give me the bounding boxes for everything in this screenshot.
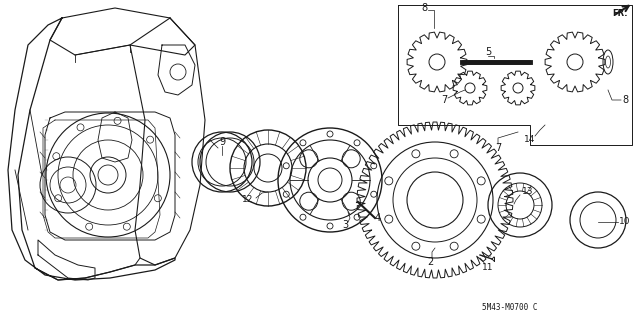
Text: 10: 10 <box>620 218 631 226</box>
Text: 11: 11 <box>483 263 493 272</box>
Text: 12: 12 <box>243 196 253 204</box>
Text: 8: 8 <box>622 95 628 105</box>
Text: 5: 5 <box>485 47 491 57</box>
Text: 4: 4 <box>375 213 381 223</box>
Text: 8: 8 <box>421 3 427 13</box>
Text: 2: 2 <box>427 257 433 267</box>
Text: 7: 7 <box>495 143 501 153</box>
Text: 9: 9 <box>219 137 225 147</box>
Text: FR.: FR. <box>612 9 628 18</box>
Text: 5M43-M0700 C: 5M43-M0700 C <box>483 303 538 313</box>
Text: 3: 3 <box>342 220 348 230</box>
Text: 13: 13 <box>522 188 534 197</box>
Text: 7: 7 <box>441 95 447 105</box>
Text: 14: 14 <box>524 136 536 145</box>
